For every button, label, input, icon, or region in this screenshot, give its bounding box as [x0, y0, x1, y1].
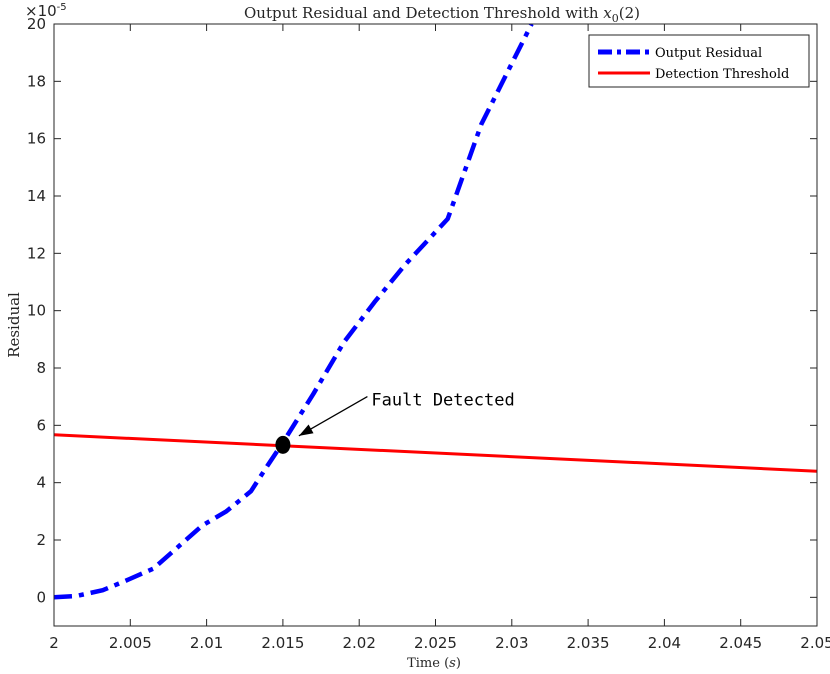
- axes-frame: [53, 23, 818, 627]
- x-tick-label: 2: [49, 634, 59, 652]
- series-line-detection-threshold: [54, 433, 817, 473]
- legend-label: Detection Threshold: [655, 67, 789, 82]
- chart-title: Output Residual and Detection Threshold …: [244, 4, 640, 25]
- x-tick-label: 2.03: [495, 634, 528, 652]
- legend: Output Residual Detection Threshold: [588, 34, 810, 88]
- plot-layer: 2 2.005 2.01 2.015 2.02 2.025 2.03 2.035 2.04 2.0…: [27, 15, 830, 652]
- x-tick-label: 2.045: [719, 634, 762, 652]
- y-tick-label: 4: [36, 474, 46, 492]
- y-exponent-label: ×10-5: [25, 2, 67, 20]
- plot-area: [54, 24, 817, 626]
- y-axis-label: Residual: [5, 292, 23, 358]
- y-tick-label: 12: [27, 244, 46, 262]
- legend-label: Output Residual: [655, 46, 762, 61]
- x-tick-label: 2.01: [190, 634, 223, 652]
- x-axis-label: Time (s): [407, 656, 461, 671]
- y-tick-label: 16: [27, 130, 46, 148]
- legend-box: [588, 34, 810, 88]
- annotation-label: Fault Detected: [371, 391, 514, 411]
- y-tick-label: 18: [27, 72, 46, 90]
- series-layer: [54, 24, 817, 600]
- y-tick-label: 10: [27, 302, 46, 320]
- y-tick-label: 6: [36, 416, 46, 434]
- y-tick-label: 2: [36, 531, 46, 549]
- y-tick-label: 14: [27, 187, 46, 205]
- y-tick-label: 20: [27, 15, 46, 33]
- y-tick-label: 0: [36, 588, 46, 606]
- y-tick-label: 8: [36, 359, 46, 377]
- x-tick-label: 2.04: [648, 634, 681, 652]
- x-tick-label: 2.035: [567, 634, 610, 652]
- x-tick-label: 2.015: [261, 634, 304, 652]
- fault-marker: [275, 435, 291, 454]
- x-tick-label: 2.05: [800, 634, 830, 652]
- x-tick-label: 2.005: [109, 634, 152, 652]
- x-tick-label: 2.025: [414, 634, 457, 652]
- annotation-arrow-head: [298, 424, 314, 436]
- x-tick-label: 2.02: [342, 634, 375, 652]
